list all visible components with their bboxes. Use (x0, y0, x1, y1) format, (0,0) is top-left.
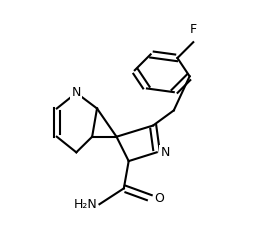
Text: H₂N: H₂N (73, 198, 97, 211)
Text: N: N (72, 86, 81, 99)
Text: F: F (190, 23, 197, 36)
Text: N: N (160, 146, 170, 159)
Text: O: O (154, 192, 164, 205)
